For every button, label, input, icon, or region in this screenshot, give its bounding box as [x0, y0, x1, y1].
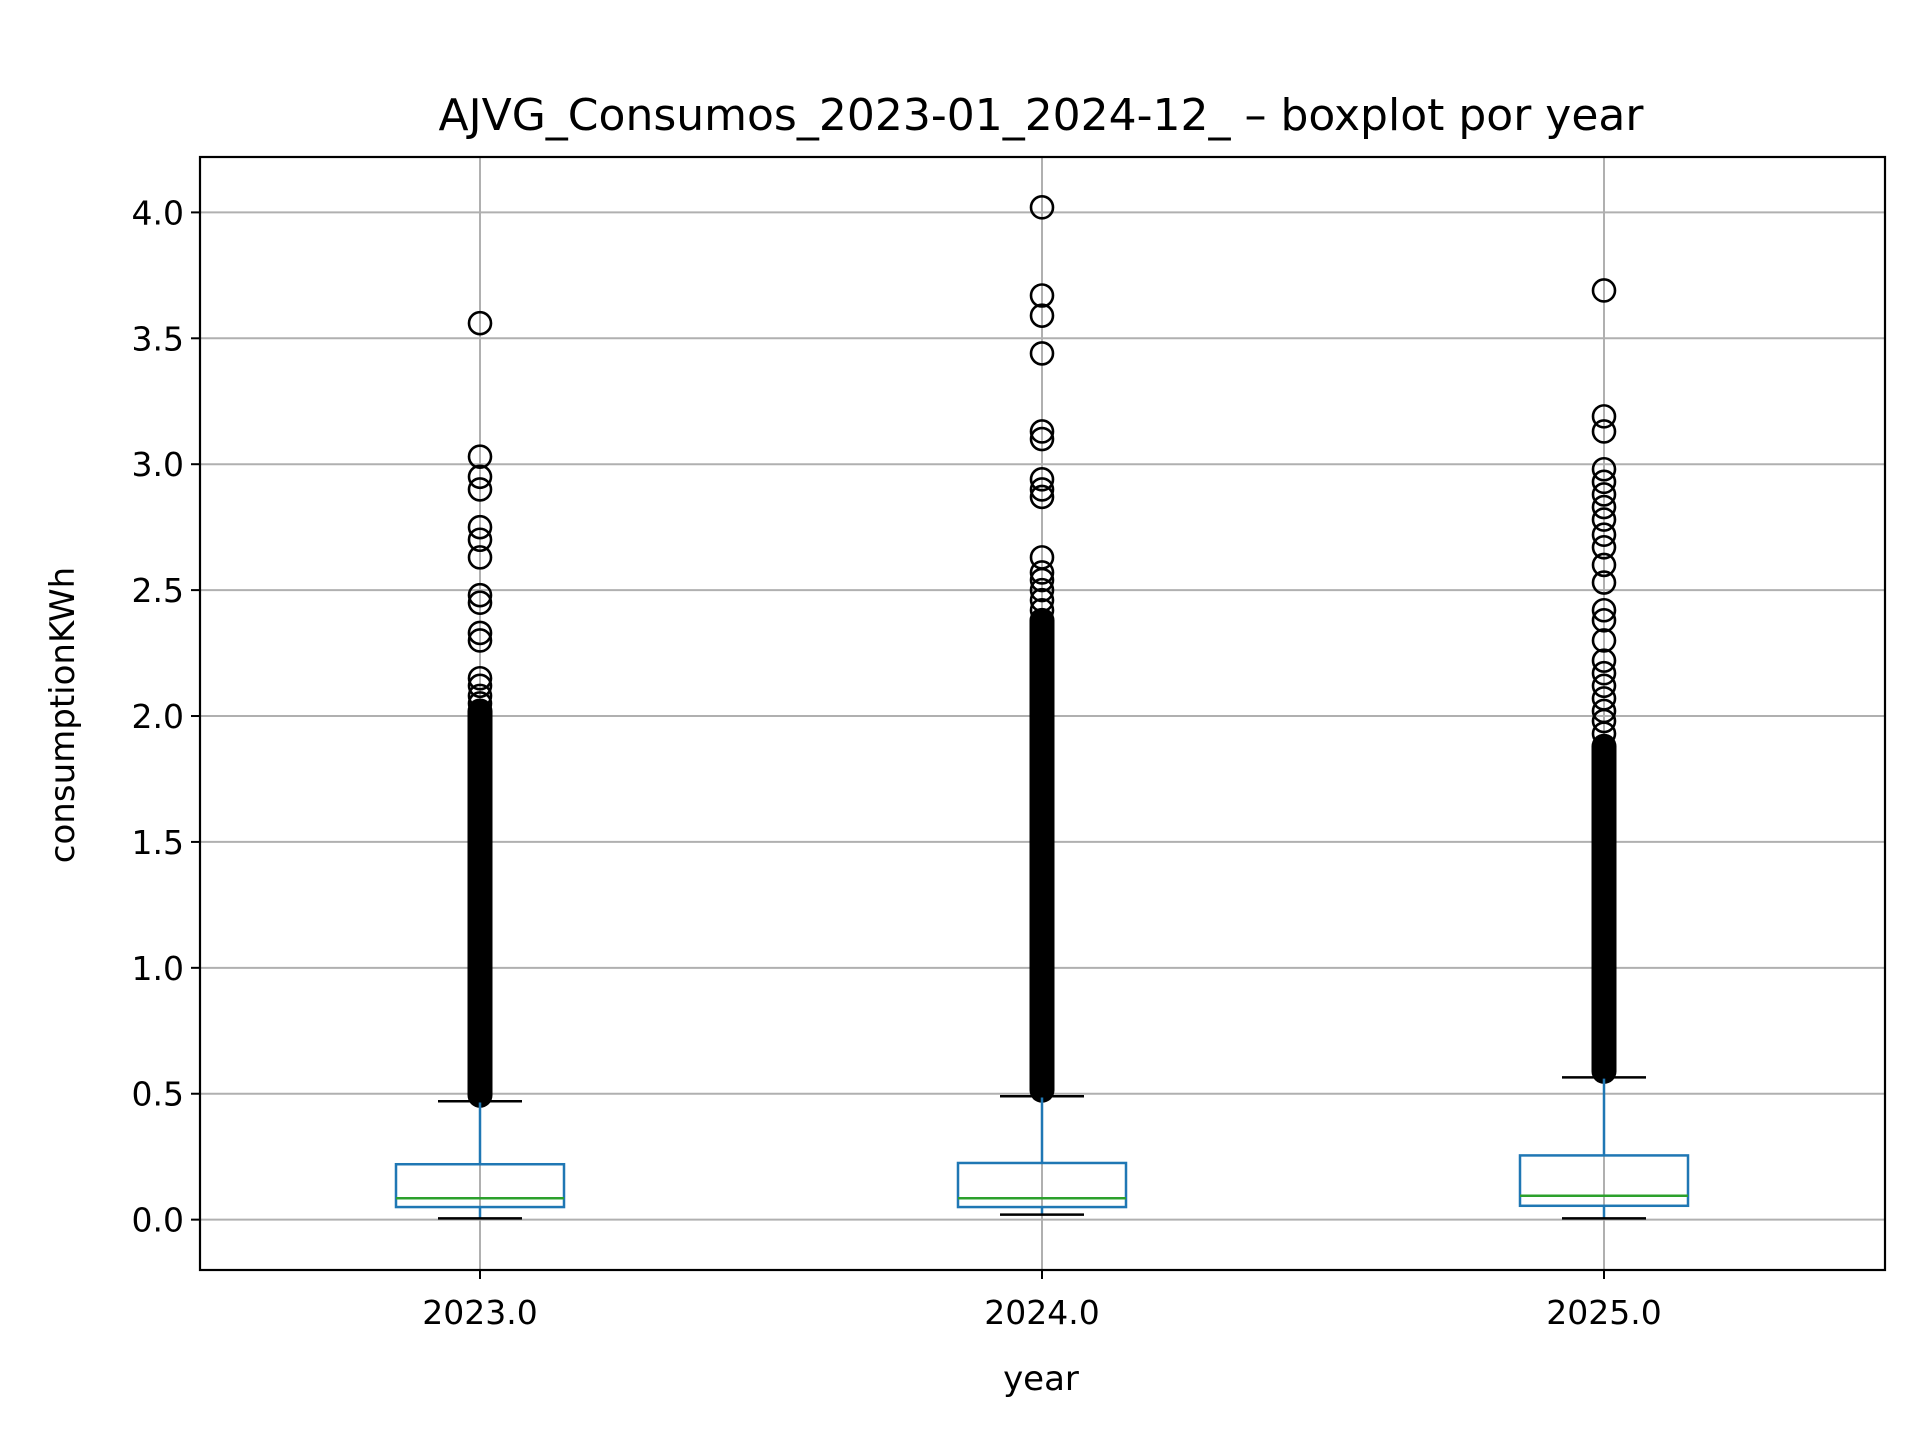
y-tick-label: 3.5: [132, 319, 184, 358]
flier-point: [1591, 404, 1617, 429]
flier-point: [1591, 278, 1617, 303]
flier-point: [1591, 535, 1617, 560]
iqr-box: [956, 1161, 1128, 1209]
y-tick-label: 1.0: [132, 949, 184, 988]
iqr-box: [1518, 1154, 1690, 1208]
flier-point: [1591, 597, 1617, 623]
flier-point: [1591, 673, 1617, 699]
y-tick-label: 0.0: [132, 1201, 184, 1240]
flier-point: [1029, 283, 1055, 308]
flier-point: [1029, 341, 1055, 366]
x-tick-label: 2025.0: [1546, 1293, 1661, 1332]
x-tick-label: 2024.0: [984, 1293, 1099, 1332]
flier-point: [1029, 467, 1055, 492]
flier-point: [467, 620, 493, 646]
flier-point: [467, 665, 493, 691]
y-tick-label: 3.0: [132, 445, 184, 484]
flier-point: [1591, 494, 1617, 520]
flier-point: [1591, 419, 1617, 444]
axes-frame: [198, 155, 1887, 1272]
flier-point: [467, 527, 493, 553]
flier-point: [467, 628, 493, 653]
flier-point: [1591, 507, 1617, 532]
plot-area: 0.0 0.5 1.0 1.5 2.0 2.5 3.0 3.5 4.0 2023.0 2024.0 2…: [132, 155, 1887, 1332]
flier-point: [1029, 577, 1055, 603]
flier-point: [1591, 570, 1617, 595]
flier-point: [1591, 482, 1617, 507]
flier-point: [1029, 477, 1055, 502]
flier-point: [467, 464, 493, 490]
x-axis-label: year: [1003, 1359, 1079, 1399]
flier-point: [467, 444, 493, 469]
flier-point: [1591, 628, 1617, 653]
flier-point: [467, 582, 493, 608]
flier-point: [1029, 419, 1055, 444]
flier-point: [1591, 456, 1617, 482]
flier-point: [467, 590, 493, 616]
flier-point: [467, 673, 493, 699]
iqr-box: [394, 1162, 566, 1209]
y-axis-label: consumptionKWh: [43, 567, 83, 863]
flier-point: [1591, 552, 1617, 578]
flier-point: [1029, 545, 1055, 570]
y-tick-label: 2.0: [132, 697, 184, 736]
flier-point: [1029, 587, 1055, 613]
flier-point: [1029, 597, 1055, 623]
flier-point: [467, 477, 493, 502]
y-tick-label: 4.0: [132, 193, 184, 232]
flier-point: [1029, 426, 1055, 452]
flier-point: [467, 683, 493, 709]
chart-title: AJVG_Consumos_2023-01_2024-12_ – boxplot…: [439, 90, 1645, 141]
flier-point: [1591, 660, 1617, 686]
flier-point: [1591, 698, 1617, 724]
flier-point: [1591, 608, 1617, 633]
flier-point: [467, 310, 493, 336]
y-tick-label: 0.5: [132, 1075, 184, 1114]
flier-point: [1591, 686, 1617, 711]
flier-point: [1029, 484, 1055, 510]
flier-point: [1029, 560, 1055, 585]
flier-point: [467, 691, 493, 716]
flier-point: [1029, 303, 1055, 328]
x-tick-label: 2023.0: [422, 1293, 537, 1332]
flier-point: [467, 545, 493, 570]
y-tick-label: 2.5: [132, 571, 184, 610]
flier-point: [467, 514, 493, 540]
flier-point: [1029, 195, 1055, 220]
flier-point: [1591, 469, 1617, 495]
flier-point: [1591, 522, 1617, 548]
flier-point: [1591, 648, 1617, 673]
y-tick-label: 1.5: [132, 823, 184, 862]
